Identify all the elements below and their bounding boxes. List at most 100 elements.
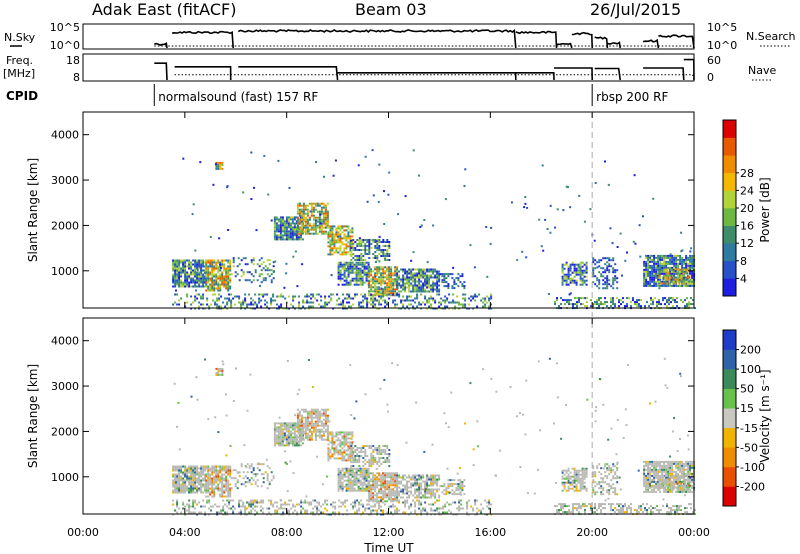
range-cell [632, 240, 635, 243]
range-cell [213, 475, 216, 478]
range-cell [573, 479, 576, 482]
range-cell [337, 473, 340, 476]
range-cell [355, 277, 358, 280]
range-cell [182, 283, 185, 286]
range-cell [356, 459, 359, 461]
range-cell [602, 489, 605, 492]
range-cell [430, 276, 433, 279]
range-cell [338, 297, 341, 300]
range-cell [192, 471, 195, 474]
range-cell [388, 266, 391, 269]
range-cell [343, 455, 346, 458]
range-cell [378, 478, 381, 481]
range-cell [287, 224, 290, 227]
range-cell [194, 473, 197, 476]
range-cell [416, 474, 419, 477]
range-cell [176, 293, 179, 296]
range-cell [619, 232, 622, 235]
range-cell [406, 270, 409, 273]
range-cell [567, 269, 570, 272]
range-cell [202, 465, 205, 468]
range-cell [362, 301, 365, 304]
range-cell [370, 284, 373, 287]
range-cell [258, 293, 261, 296]
range-cell [184, 267, 187, 270]
range-cell [337, 489, 340, 492]
range-cell [645, 266, 648, 269]
range-cell [687, 264, 690, 267]
range-cell [364, 239, 367, 241]
range-cell [575, 269, 578, 272]
range-cell [219, 261, 222, 264]
range-cell [368, 284, 371, 287]
range-cell [414, 476, 417, 479]
range-cell [310, 228, 313, 231]
range-cell [355, 467, 358, 470]
range-cell [302, 432, 305, 435]
range-cell [306, 422, 309, 425]
range-cell [217, 485, 220, 488]
range-cell [378, 276, 381, 279]
range-cell [216, 303, 219, 306]
range-cell [227, 495, 230, 498]
range-cell [289, 234, 292, 237]
range-cell [370, 455, 373, 457]
range-cell [416, 274, 419, 277]
range-cell [423, 219, 426, 221]
range-cell [366, 301, 369, 304]
range-cell [348, 301, 351, 304]
range-cell [225, 471, 228, 474]
range-cell [186, 473, 189, 476]
range-cell [394, 272, 397, 275]
range-cell [406, 305, 409, 308]
range-cell [616, 481, 619, 484]
range-cell [174, 483, 177, 486]
range-cell [198, 305, 201, 308]
range-cell [314, 297, 317, 300]
range-cell [382, 278, 385, 281]
range-cell [200, 489, 203, 492]
range-cell [288, 295, 291, 298]
freq-panel: Freq. [MHz] 18 8 60 0 Nave [3, 53, 776, 84]
range-cell [220, 267, 222, 270]
range-cell [314, 216, 317, 219]
range-cell [575, 279, 578, 282]
range-cell [571, 481, 574, 484]
range-cell [392, 480, 395, 483]
range-cell [335, 227, 338, 230]
range-cell [612, 301, 614, 304]
range-cell [216, 299, 219, 302]
range-cell [414, 484, 417, 487]
range-cell [268, 483, 271, 486]
range-cell [178, 469, 181, 472]
range-cell [667, 266, 670, 269]
range-cell [366, 253, 369, 255]
range-cell [585, 473, 588, 476]
range-cell [209, 283, 212, 286]
range-cell [686, 278, 689, 281]
range-cell [240, 465, 243, 468]
range-cell [636, 305, 638, 308]
range-cell [386, 474, 389, 477]
range-cell [426, 284, 429, 287]
range-cell [386, 259, 389, 261]
range-cell [376, 266, 379, 269]
range-cell [443, 273, 446, 276]
range-cell [272, 477, 275, 480]
range-cell [277, 432, 280, 435]
range-cell [272, 295, 275, 298]
range-cell [365, 473, 368, 476]
range-cell [178, 275, 181, 278]
range-cell [616, 246, 619, 248]
range-cell [392, 282, 395, 285]
range-cell [240, 303, 243, 306]
range-cell [304, 434, 307, 437]
range-cell [424, 486, 427, 489]
range-cell [653, 278, 656, 281]
range-cell [339, 245, 342, 248]
range-cell [331, 229, 334, 232]
range-cell [643, 472, 646, 475]
range-cell [227, 287, 230, 290]
range-cell [223, 263, 226, 266]
range-cell [215, 473, 218, 476]
